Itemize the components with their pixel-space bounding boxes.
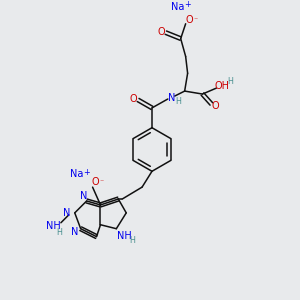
Text: N: N xyxy=(80,191,87,201)
Text: N: N xyxy=(71,227,78,237)
Text: Na: Na xyxy=(171,2,184,12)
Text: H: H xyxy=(227,77,233,86)
Text: NH: NH xyxy=(46,221,60,231)
Text: O: O xyxy=(186,15,194,25)
Text: N: N xyxy=(168,93,176,103)
Text: O: O xyxy=(92,177,99,187)
Text: OH: OH xyxy=(215,81,230,91)
Text: O: O xyxy=(129,94,137,104)
Text: O: O xyxy=(157,27,165,37)
Text: +: + xyxy=(184,0,191,9)
Text: Na: Na xyxy=(70,169,83,179)
Text: ⁻: ⁻ xyxy=(99,178,104,187)
Text: H: H xyxy=(175,98,181,106)
Text: +: + xyxy=(83,168,90,177)
Text: O: O xyxy=(212,101,219,111)
Text: NH: NH xyxy=(117,231,132,241)
Text: N: N xyxy=(63,208,70,218)
Text: H: H xyxy=(129,236,135,245)
Text: H: H xyxy=(56,228,62,237)
Text: ⁻: ⁻ xyxy=(194,15,198,24)
